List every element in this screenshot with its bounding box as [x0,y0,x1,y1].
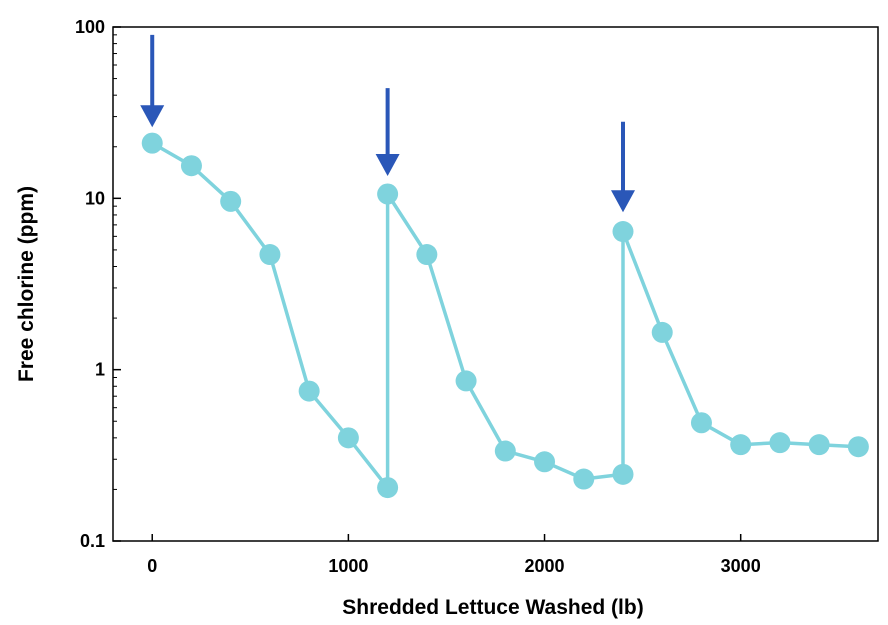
x-tick-label: 3000 [721,556,761,576]
data-point [377,477,399,499]
y-tick-label: 100 [75,17,105,37]
data-point [573,468,595,490]
data-point [534,451,556,473]
data-point [847,436,869,458]
x-axis-title: Shredded Lettuce Washed (lb) [342,596,643,619]
data-point [455,370,477,392]
data-point [298,380,320,402]
data-point [651,321,673,343]
data-point [141,132,163,154]
data-point [769,432,791,454]
data-point [612,221,634,243]
y-tick-label: 0.1 [80,531,105,551]
data-point [180,155,202,177]
plot-frame [112,26,879,542]
data-point [416,244,438,266]
x-tick-label: 1000 [328,556,368,576]
data-point [259,244,281,266]
y-tick-label: 10 [85,188,105,208]
data-point [690,412,712,434]
y-tick-label: 1 [95,360,105,380]
data-point [337,427,359,449]
data-point [494,440,516,462]
data-point [612,463,634,485]
arrow-head [140,105,165,128]
data-point [730,434,752,456]
series-layer [141,132,869,499]
data-point [377,183,399,205]
tick-layer: 0 1000 2000 3000 0.1 1 10 100 [75,17,761,576]
arrow-head [375,154,400,177]
arrow-head [611,190,635,213]
series-line [151,141,859,490]
arrow-layer [140,34,635,213]
y-axis-title: Free chlorine (ppm) [15,186,38,382]
x-tick-label: 2000 [525,556,565,576]
data-point [808,434,830,456]
x-tick-label: 0 [147,556,157,576]
data-point [220,190,242,212]
